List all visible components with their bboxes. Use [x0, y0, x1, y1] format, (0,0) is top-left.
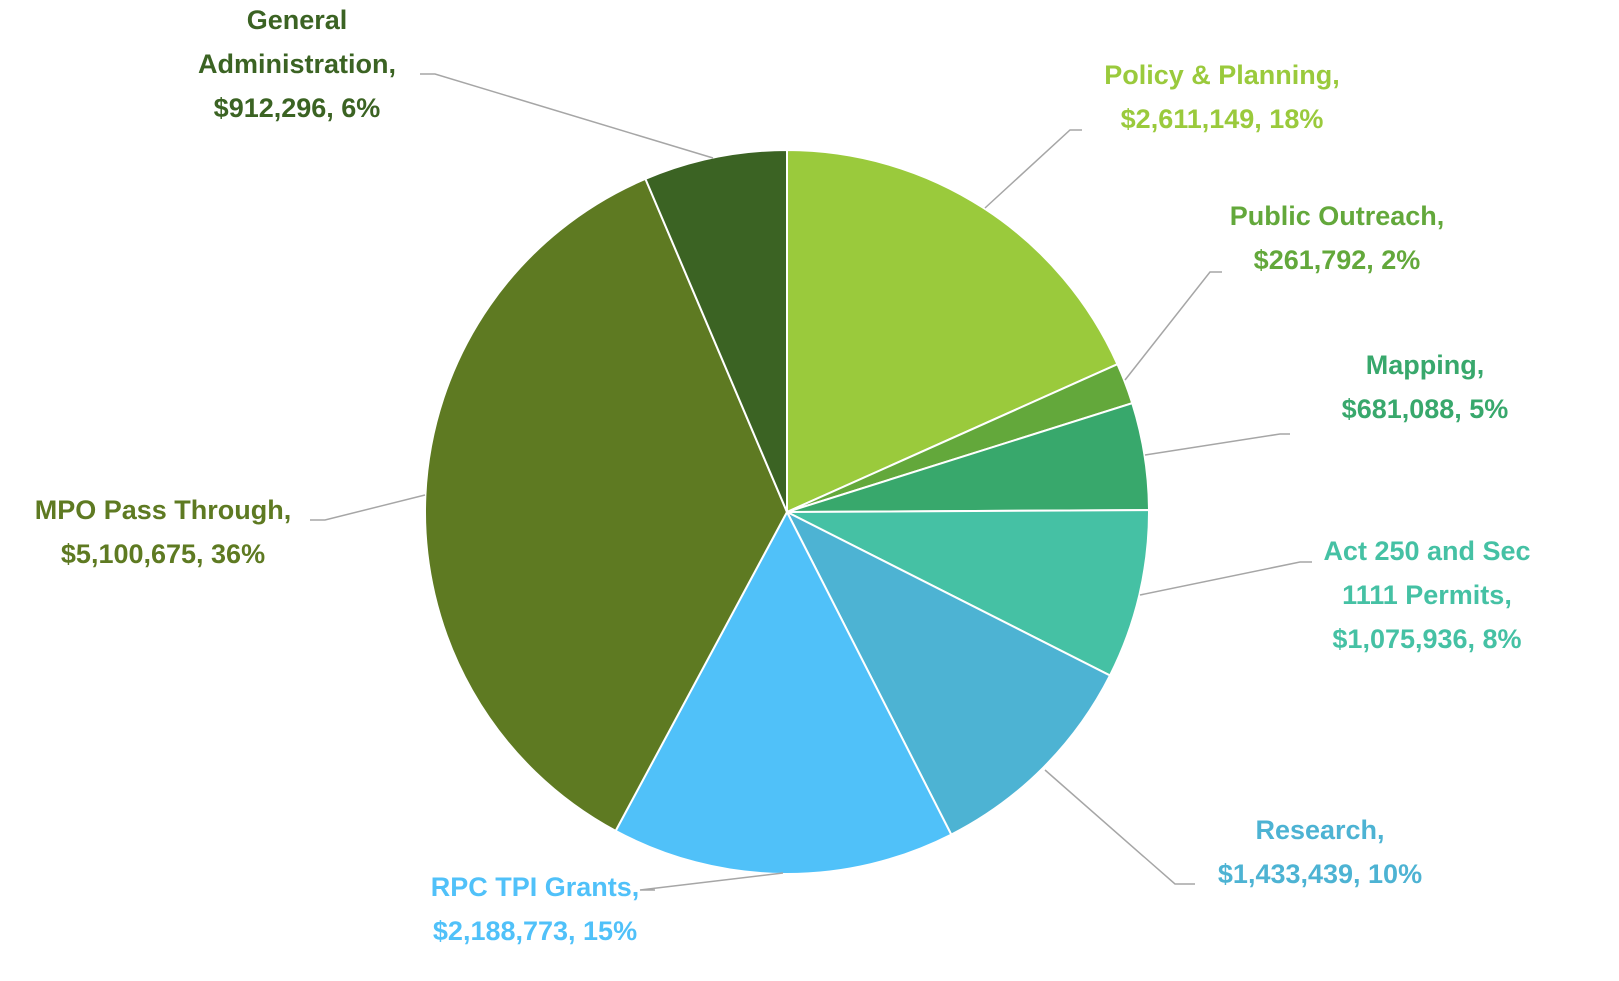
data-label: MPO Pass Through, $5,100,675, 36%	[0, 488, 333, 576]
leader-line	[1144, 433, 1290, 456]
data-label: Act 250 and Sec 1111 Permits, $1,075,936,…	[1302, 529, 1552, 661]
data-label: RPC TPI Grants, $2,188,773, 15%	[375, 865, 695, 953]
leader-line	[310, 494, 426, 521]
value-label: $1,075,936, 8%	[1332, 624, 1522, 654]
data-label: Policy & Planning, $2,611,149, 18%	[1042, 53, 1402, 141]
data-label: Mapping, $681,088, 5%	[1275, 343, 1575, 431]
pie-slice	[644, 148, 788, 513]
leader-line	[1044, 769, 1195, 885]
category-label: Act 250 and Sec 1111 Permits,	[1323, 536, 1531, 610]
data-label: Research, $1,433,439, 10%	[1160, 808, 1480, 896]
data-label: Public Outreach, $261,792, 2%	[1177, 194, 1497, 282]
leader-line	[420, 73, 714, 159]
data-label: General Administration, $912,296, 6%	[167, 0, 427, 130]
category-label: Policy & Planning,	[1104, 60, 1340, 90]
leader-line	[1139, 561, 1312, 596]
category-label: General Administration,	[197, 5, 396, 79]
value-label: $2,188,773, 15%	[432, 916, 638, 946]
value-label: $912,296, 6%	[213, 93, 381, 123]
value-label: $5,100,675, 36%	[60, 539, 266, 569]
pie-slice	[424, 177, 789, 833]
category-label: Public Outreach,	[1229, 201, 1445, 231]
pie-slice	[784, 509, 1112, 836]
category-label: RPC TPI Grants,	[430, 872, 640, 902]
category-label: Research,	[1255, 815, 1385, 845]
category-label: Mapping,	[1365, 350, 1485, 380]
value-label: $681,088, 5%	[1341, 394, 1509, 424]
leader-line	[639, 872, 784, 891]
pie-slice	[614, 509, 953, 875]
leader-line	[984, 129, 1082, 209]
value-label: $261,792, 2%	[1253, 245, 1421, 275]
value-label: $2,611,149, 18%	[1120, 104, 1324, 134]
pie-slice	[786, 509, 1150, 677]
value-label: $1,433,439, 10%	[1217, 859, 1423, 889]
category-label: MPO Pass Through,	[34, 495, 292, 525]
pie-slice	[786, 148, 1119, 514]
leader-line	[1124, 271, 1222, 381]
